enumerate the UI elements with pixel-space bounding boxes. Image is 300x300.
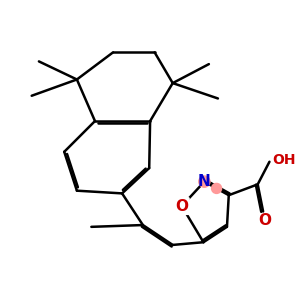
Text: OH: OH — [272, 153, 296, 167]
Circle shape — [212, 183, 222, 194]
Text: N: N — [198, 174, 211, 189]
Text: O: O — [175, 199, 188, 214]
Circle shape — [199, 176, 210, 187]
Text: O: O — [258, 213, 271, 228]
